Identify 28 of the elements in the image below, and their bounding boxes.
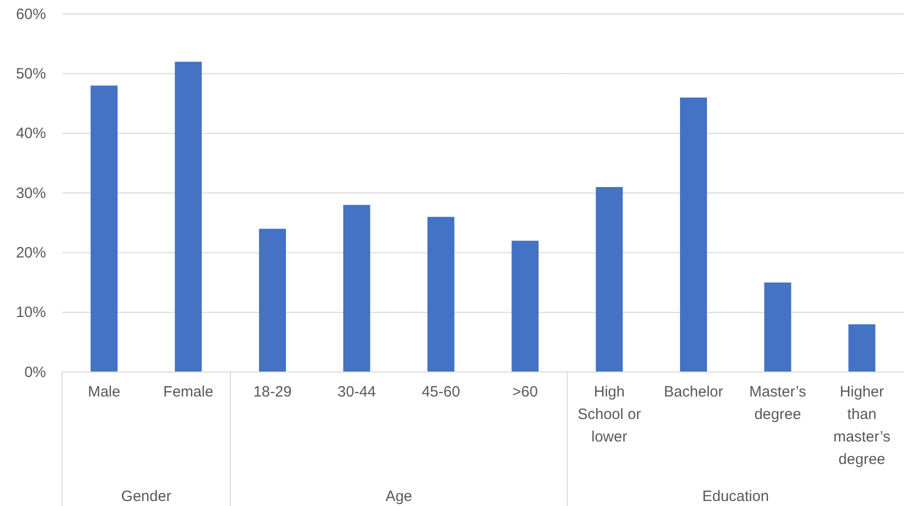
x-tick-label: Master’s degree [749, 384, 806, 424]
y-tick-label: 10% [16, 304, 46, 322]
x-tick-label: 45-60 [422, 384, 460, 401]
x-tick-label: High School or lower [578, 384, 641, 446]
bar [259, 228, 286, 372]
y-tick-label: 30% [16, 184, 46, 202]
x-tick-label: Male [88, 384, 120, 401]
x-axis-title: Age [385, 488, 412, 505]
bar [848, 324, 876, 372]
x-tick-label: Higher than master’s degree [833, 384, 890, 468]
x-tick-label: >60 [512, 384, 538, 401]
x-tick-label: Bachelor [664, 384, 724, 401]
x-axis-title: Gender [121, 488, 172, 505]
x-axis-title: Education [702, 488, 769, 505]
bar [512, 240, 539, 372]
bar [343, 204, 370, 372]
x-tick-label: 18-29 [253, 384, 292, 401]
y-tick-label: 20% [16, 244, 46, 262]
x-tick-label: Female [163, 384, 214, 401]
bar [764, 282, 792, 372]
bar [680, 98, 707, 372]
y-tick-label: 50% [16, 65, 46, 82]
bar [427, 216, 454, 372]
bar [596, 187, 623, 372]
x-tick-label: 30-44 [338, 384, 376, 401]
y-tick-label: 40% [16, 125, 46, 142]
y-tick-label: 60% [16, 6, 46, 23]
y-tick-label: 0% [24, 364, 46, 381]
